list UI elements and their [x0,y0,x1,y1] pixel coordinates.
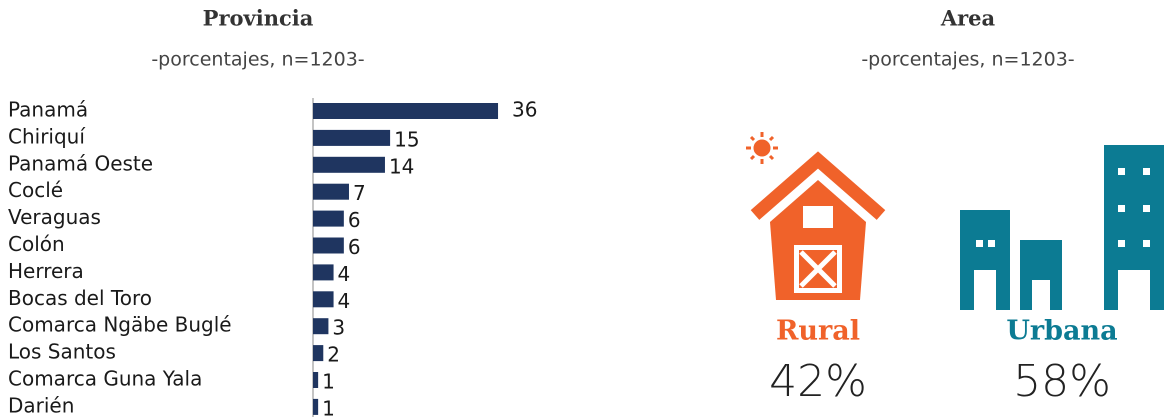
value-label: 4 [338,289,351,313]
value-label: 14 [389,154,414,178]
chart-subtitle: -porcentajes, n=1203- [151,49,364,71]
chart-title: Area [940,6,996,31]
chart-title: Provincia [203,6,314,31]
bar [313,291,334,308]
category-label: Darién [8,393,74,417]
bar [313,210,344,227]
building-icon [960,145,1164,310]
category-label: Colón [8,232,65,256]
bar [313,318,329,335]
value-label: 2 [327,343,340,367]
value-label: 42% [769,356,867,407]
value-label: 7 [353,181,366,205]
chart-subtitle: -porcentajes, n=1203- [861,49,1074,71]
bar [313,156,385,173]
value-label: 1 [322,396,335,417]
category-label: Chiriquí [8,124,86,148]
category-label: Comarca Ngäbe Buglé [8,313,232,337]
category-label: Herrera [8,259,84,283]
value-label: 36 [512,98,537,122]
value-label: 1 [322,370,335,394]
bar [313,237,344,254]
category-label: Panamá Oeste [8,151,153,175]
house-icon [750,151,886,300]
value-label: 4 [338,262,351,286]
category-label: Los Santos [8,340,116,364]
value-label: 6 [348,235,361,259]
category-label: Panamá [8,98,88,122]
bar [313,264,334,281]
bar [313,398,319,415]
bar [313,372,319,388]
value-label: 58% [1013,356,1111,407]
bar [313,129,391,146]
category-label: Veraguas [8,205,101,229]
bar [313,103,499,119]
category-label: Urbana [1006,316,1117,347]
bar [313,183,349,200]
value-label: 3 [332,316,345,340]
category-label: Comarca Guna Yala [8,367,202,391]
category-label: Coclé [8,178,63,202]
value-label: 6 [348,208,361,232]
value-label: 15 [394,127,419,151]
sun-icon [746,132,778,164]
category-label: Rural [776,316,860,347]
category-label: Bocas del Toro [8,286,152,310]
bar [313,345,324,362]
